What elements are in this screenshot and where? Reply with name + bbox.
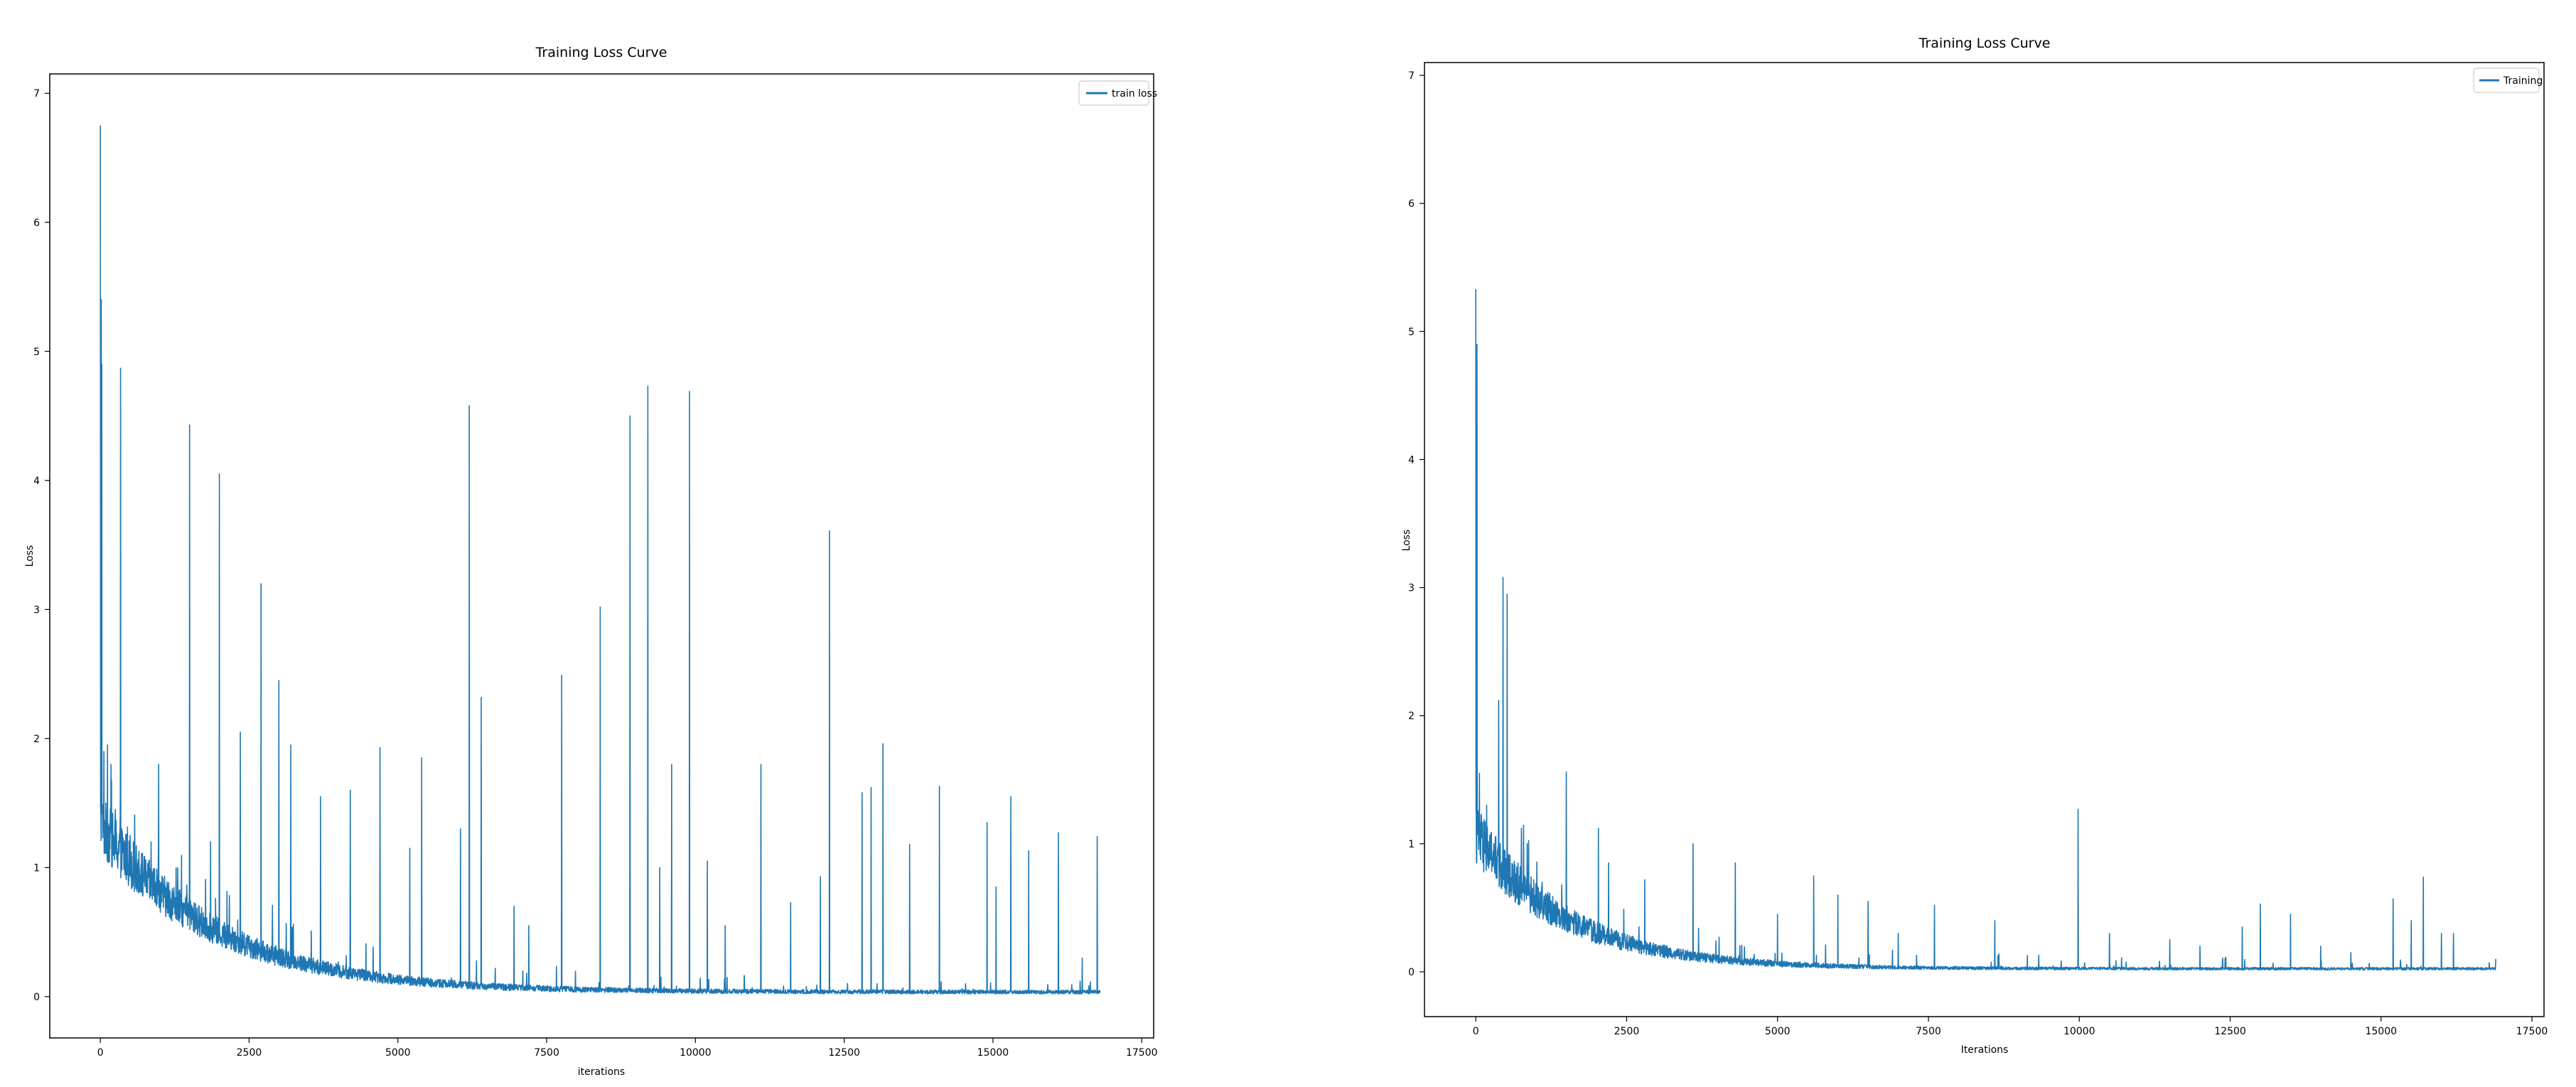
y-tick-label: 1 [33, 862, 40, 874]
x-tick-label: 0 [97, 1047, 104, 1059]
y-tick-label: 0 [1408, 967, 1415, 978]
legend-box [1078, 80, 1149, 106]
y-tick-label: 3 [1408, 583, 1415, 594]
y-tick-label: 2 [1408, 711, 1415, 722]
x-tick-label: 10000 [2064, 1026, 2095, 1037]
y-tick-label: 0 [33, 992, 40, 1003]
x-tick-label: 2500 [237, 1047, 262, 1059]
x-axis-label: Iterations [1961, 1044, 2009, 1056]
y-tick-label: 5 [1408, 326, 1415, 338]
x-tick-label: 15000 [977, 1047, 1009, 1059]
y-tick-label: 5 [33, 346, 40, 358]
y-tick-label: 7 [1408, 70, 1415, 82]
y-axis-label: Loss [24, 545, 36, 567]
chart-title: Training Loss Curve [1918, 36, 2051, 51]
y-tick-label: 4 [33, 476, 40, 487]
x-tick-label: 2500 [1614, 1026, 1640, 1037]
y-axis-label: Loss [1401, 530, 1412, 552]
x-tick-label: 10000 [680, 1047, 712, 1059]
x-tick-label: 17500 [1126, 1047, 1158, 1059]
x-tick-label: 5000 [385, 1047, 411, 1059]
y-tick-label: 4 [1408, 454, 1415, 466]
series-line [100, 125, 1101, 995]
x-axis-label: iterations [578, 1066, 625, 1078]
plot-frame [1424, 62, 2545, 1017]
series-line-train-loss [100, 125, 1101, 995]
series-line [1475, 289, 2496, 971]
x-tick-label: 7500 [534, 1047, 559, 1059]
x-tick-label: 15000 [2365, 1026, 2397, 1037]
axis-ticks: 0 2500 5000 7500 10000 12500 15000 17500 0 1 2 3 4 5 6… [1408, 70, 2548, 1037]
y-tick-label: 7 [33, 88, 40, 100]
y-tick-label: 6 [1408, 198, 1415, 210]
y-tick-label: 2 [33, 734, 40, 745]
legend-label: Training [2503, 75, 2543, 87]
legend-label: train loss [1112, 88, 1157, 100]
x-tick-label: 0 [1473, 1026, 1479, 1037]
x-tick-label: 17500 [2516, 1026, 2548, 1037]
x-tick-label: 12500 [828, 1047, 860, 1059]
legend: train loss [1078, 80, 1157, 106]
x-tick-label: 12500 [2214, 1026, 2246, 1037]
axis-ticks: 0 2500 5000 7500 10000 12500 15000 17500 0 1 2 3 4 5 6… [33, 88, 1157, 1059]
series-line-training [1475, 289, 2496, 971]
chart-title: Training Loss Curve [535, 45, 667, 60]
chart-left: Training Loss Curve 0 2500 5000 7500 10000 12… [24, 45, 1158, 1078]
legend-box [2473, 68, 2540, 93]
chart-right: Training Loss Curve 0 2500 5000 7500 10000 12… [1401, 36, 2548, 1056]
y-tick-label: 3 [33, 604, 40, 616]
legend: Training [2473, 68, 2543, 93]
y-tick-label: 1 [1408, 839, 1415, 850]
plot-frame [49, 73, 1154, 1039]
x-tick-label: 7500 [1916, 1026, 1941, 1037]
y-tick-label: 6 [33, 218, 40, 229]
x-tick-label: 5000 [1765, 1026, 1791, 1037]
